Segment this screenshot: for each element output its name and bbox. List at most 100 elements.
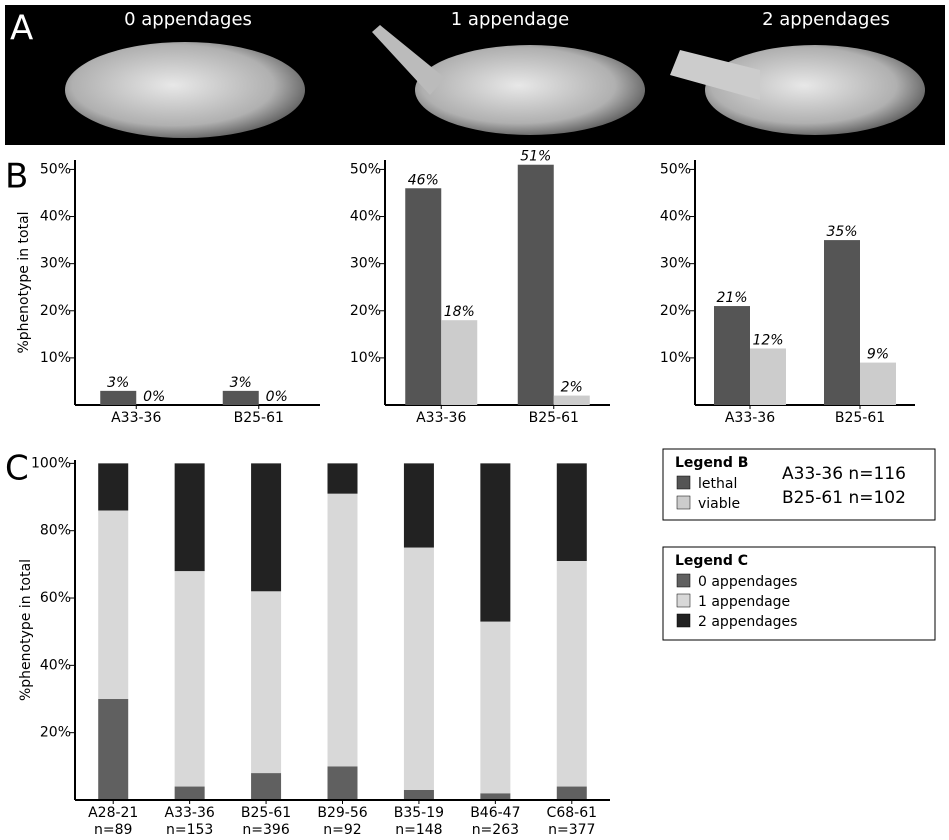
- value-label: 18%: [444, 304, 475, 320]
- y-tick-label: 80%: [40, 523, 71, 539]
- bar-segment: [98, 463, 128, 510]
- x-tick-label: B35-19: [394, 805, 444, 821]
- y-tick-label: 50%: [660, 161, 691, 177]
- x-tick-label: C68-61: [547, 805, 597, 821]
- bar-segment: [557, 787, 587, 800]
- image-caption: 2 appendages: [762, 9, 890, 30]
- bar-segment: [251, 591, 281, 773]
- x-tick-label: n=92: [323, 822, 361, 838]
- y-tick-label: 20%: [660, 303, 691, 319]
- y-tick-label: 20%: [40, 725, 71, 741]
- x-tick-label: A33-36: [416, 410, 466, 426]
- legend-label: 1 appendage: [698, 594, 790, 610]
- y-tick-label: 50%: [40, 161, 71, 177]
- y-axis-label: %phenotype in total: [16, 211, 32, 353]
- y-tick-label: 50%: [350, 161, 381, 177]
- bar: [100, 391, 136, 405]
- y-tick-label: 60%: [40, 590, 71, 606]
- legend-swatch: [677, 574, 690, 587]
- bar-segment: [251, 463, 281, 591]
- legend-label: 2 appendages: [698, 614, 797, 630]
- legend-swatch: [677, 614, 690, 627]
- bar-segment: [404, 463, 434, 547]
- image-caption: 0 appendages: [124, 9, 252, 30]
- legend-swatch: [677, 476, 690, 489]
- bar: [223, 391, 259, 405]
- bar-segment: [404, 790, 434, 800]
- legend-swatch: [677, 594, 690, 607]
- value-label: 9%: [867, 347, 889, 363]
- embryo-image: [65, 42, 305, 138]
- value-label: 12%: [752, 332, 783, 348]
- value-label: 2%: [561, 380, 583, 396]
- bar-segment: [175, 463, 205, 571]
- x-tick-label: B46-47: [470, 805, 520, 821]
- bar: [554, 396, 590, 405]
- legend-label: lethal: [698, 476, 737, 492]
- x-tick-label: n=148: [395, 822, 442, 838]
- bar-segment: [251, 773, 281, 800]
- bar-segment: [175, 787, 205, 800]
- y-tick-label: 40%: [350, 209, 381, 225]
- x-tick-label: B29-56: [317, 805, 367, 821]
- bar: [750, 348, 786, 405]
- image-caption: 1 appendage: [451, 9, 570, 30]
- bar: [714, 306, 750, 405]
- y-tick-label: 30%: [350, 256, 381, 272]
- bar-segment: [480, 622, 510, 794]
- bar: [824, 240, 860, 405]
- legend-note: A33-36 n=116: [782, 464, 906, 484]
- figure: 0 appendages 1 appendage 2 appendages A …: [0, 0, 949, 840]
- x-tick-label: A28-21: [88, 805, 138, 821]
- y-tick-label: 30%: [660, 256, 691, 272]
- y-tick-label: 10%: [350, 350, 381, 366]
- x-tick-label: n=89: [94, 822, 132, 838]
- legend-title: Legend C: [675, 553, 748, 569]
- value-label: 3%: [107, 375, 129, 391]
- y-axis-label: %phenotype in total: [18, 559, 34, 701]
- legend-title: Legend B: [675, 455, 748, 471]
- legend-label: viable: [698, 496, 740, 512]
- x-tick-label: B25-61: [529, 410, 579, 426]
- y-tick-label: 40%: [40, 657, 71, 673]
- y-tick-label: 40%: [40, 209, 71, 225]
- bar: [518, 165, 554, 405]
- x-tick-label: B25-61: [234, 410, 284, 426]
- value-label: 0%: [143, 389, 165, 405]
- x-tick-label: A33-36: [725, 410, 775, 426]
- bar-segment: [98, 699, 128, 800]
- value-label: 51%: [520, 149, 551, 165]
- bar: [405, 188, 441, 405]
- panel-label: C: [5, 449, 29, 489]
- y-tick-label: 30%: [40, 256, 71, 272]
- embryo-image: [415, 45, 645, 135]
- y-tick-label: 10%: [40, 350, 71, 366]
- legend-swatch: [677, 496, 690, 509]
- y-tick-label: 10%: [660, 350, 691, 366]
- y-tick-label: 20%: [350, 303, 381, 319]
- bar: [860, 363, 896, 405]
- y-tick-label: 100%: [31, 455, 71, 471]
- x-tick-label: A33-36: [111, 410, 161, 426]
- bar-segment: [480, 463, 510, 621]
- bar-segment: [480, 793, 510, 800]
- value-label: 46%: [408, 172, 439, 188]
- panel-label: A: [10, 9, 33, 49]
- bar-segment: [98, 510, 128, 699]
- panel-label: B: [5, 157, 28, 197]
- bar-segment: [404, 548, 434, 790]
- x-tick-label: B25-61: [241, 805, 291, 821]
- x-tick-label: B25-61: [835, 410, 885, 426]
- legend-label: 0 appendages: [698, 574, 797, 590]
- bar-segment: [328, 494, 358, 767]
- bar: [441, 320, 477, 405]
- value-label: 3%: [230, 375, 252, 391]
- legend-note: B25-61 n=102: [782, 488, 906, 508]
- page: 0 appendages 1 appendage 2 appendages A …: [0, 0, 949, 840]
- y-tick-label: 20%: [40, 303, 71, 319]
- bar-segment: [328, 463, 358, 493]
- x-tick-label: n=263: [472, 822, 519, 838]
- bar-segment: [557, 463, 587, 561]
- value-label: 21%: [716, 290, 747, 306]
- bar-segment: [175, 571, 205, 786]
